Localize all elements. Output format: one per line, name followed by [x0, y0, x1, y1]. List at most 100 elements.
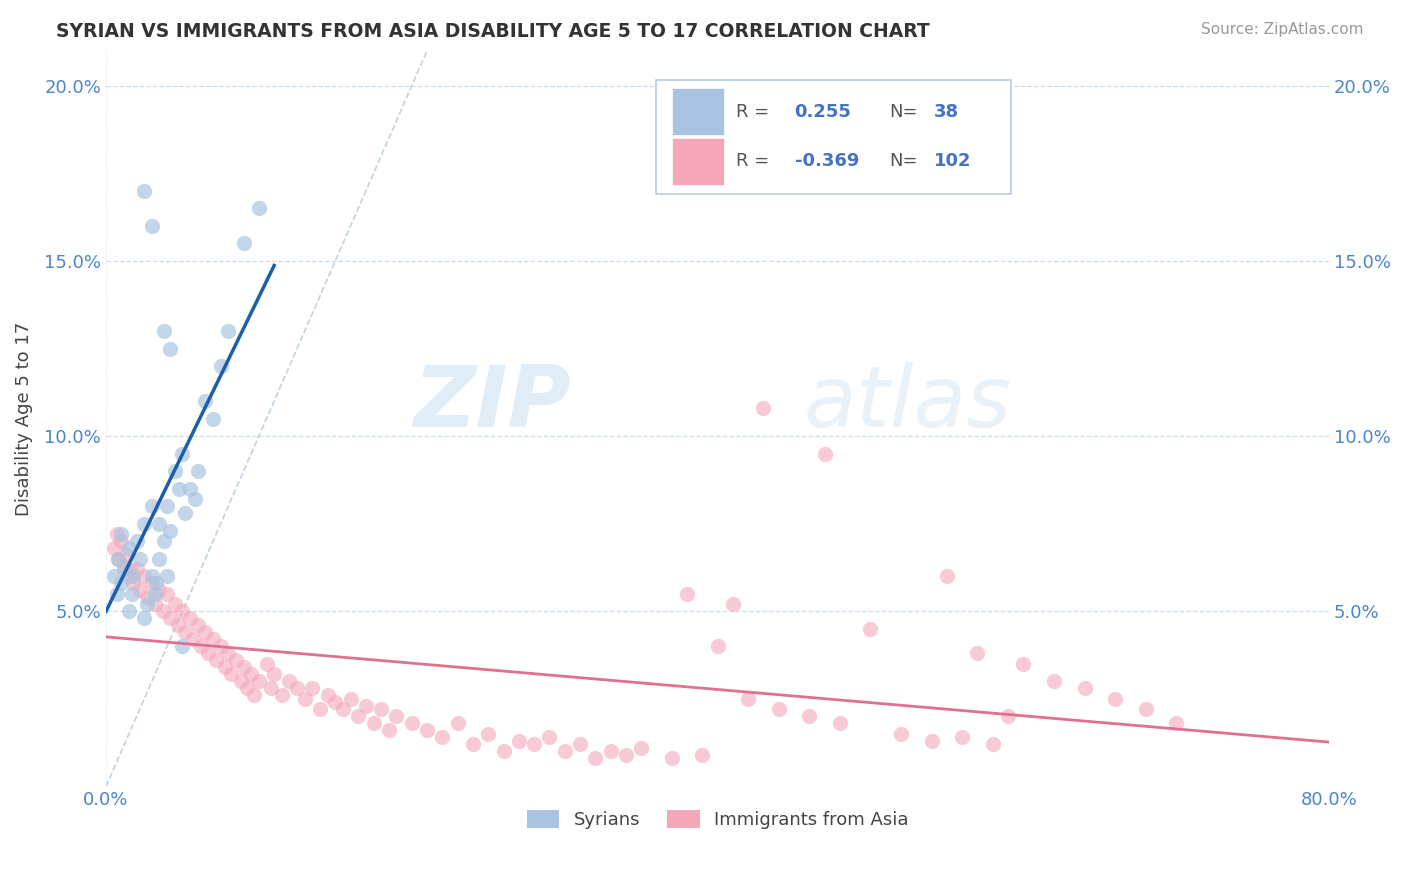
Point: [103, 569, 125, 583]
Point: [921, 734, 943, 748]
Point: [768, 702, 790, 716]
Point: [159, 611, 181, 625]
Point: [110, 534, 132, 549]
Point: [323, 695, 346, 709]
Point: [706, 640, 728, 654]
Point: [737, 692, 759, 706]
Point: [136, 597, 159, 611]
Point: [477, 727, 499, 741]
Point: [118, 604, 141, 618]
Point: [141, 219, 163, 233]
Point: [247, 674, 270, 689]
Point: [166, 618, 188, 632]
Point: [197, 646, 219, 660]
Point: [187, 618, 209, 632]
Point: [217, 646, 239, 660]
Point: [966, 646, 988, 660]
Point: [148, 551, 170, 566]
Point: [981, 738, 1004, 752]
Y-axis label: Disability Age 5 to 17: Disability Age 5 to 17: [15, 321, 32, 516]
Point: [661, 751, 683, 765]
Point: [172, 447, 194, 461]
Point: [508, 734, 530, 748]
Point: [194, 394, 217, 409]
Point: [156, 569, 179, 583]
Point: [339, 692, 361, 706]
Text: Source: ZipAtlas.com: Source: ZipAtlas.com: [1201, 22, 1364, 37]
Point: [492, 744, 515, 758]
Point: [828, 716, 851, 731]
Point: [120, 562, 142, 576]
Point: [229, 674, 252, 689]
Point: [205, 653, 228, 667]
Text: R =: R =: [735, 103, 769, 120]
FancyBboxPatch shape: [672, 88, 724, 136]
Point: [143, 587, 166, 601]
Point: [209, 640, 232, 654]
Point: [134, 184, 156, 198]
Point: [148, 516, 170, 531]
Point: [1135, 702, 1157, 716]
Point: [134, 611, 156, 625]
Point: [172, 604, 194, 618]
Text: -0.369: -0.369: [794, 152, 859, 170]
Point: [523, 738, 546, 752]
Point: [169, 482, 191, 496]
Point: [105, 527, 128, 541]
Point: [152, 604, 174, 618]
Point: [103, 541, 125, 556]
Point: [240, 667, 263, 681]
Point: [270, 689, 292, 703]
Point: [156, 587, 179, 601]
Point: [159, 342, 181, 356]
Text: atlas: atlas: [803, 362, 1011, 445]
Point: [316, 689, 339, 703]
FancyBboxPatch shape: [657, 80, 1011, 194]
Point: [568, 738, 591, 752]
Point: [247, 202, 270, 216]
Point: [935, 569, 957, 583]
Point: [194, 625, 217, 640]
Point: [148, 583, 170, 598]
Point: [294, 692, 316, 706]
Point: [285, 681, 308, 696]
Point: [118, 541, 141, 556]
Point: [153, 534, 176, 549]
Point: [890, 727, 912, 741]
Point: [107, 551, 129, 566]
Point: [187, 464, 209, 478]
Point: [997, 709, 1019, 723]
Point: [107, 551, 129, 566]
Point: [179, 611, 201, 625]
Text: ZIP: ZIP: [413, 362, 571, 445]
Text: N=: N=: [889, 103, 917, 120]
Point: [105, 587, 128, 601]
Point: [950, 731, 973, 745]
Text: R =: R =: [735, 152, 769, 170]
Point: [1043, 674, 1066, 689]
Point: [174, 506, 197, 520]
Point: [332, 702, 354, 716]
Point: [153, 324, 176, 338]
FancyBboxPatch shape: [672, 137, 724, 185]
Point: [156, 499, 179, 513]
Point: [134, 516, 156, 531]
Point: [145, 576, 167, 591]
Point: [128, 551, 150, 566]
Point: [136, 591, 159, 605]
Point: [721, 597, 744, 611]
Point: [416, 723, 439, 738]
Point: [201, 632, 224, 647]
Point: [172, 640, 194, 654]
Point: [385, 709, 408, 723]
Point: [599, 744, 621, 758]
Point: [278, 674, 301, 689]
Point: [461, 738, 484, 752]
Point: [630, 740, 652, 755]
Point: [209, 359, 232, 373]
Point: [163, 464, 186, 478]
Point: [181, 632, 204, 647]
Legend: Syrians, Immigrants from Asia: Syrians, Immigrants from Asia: [519, 803, 915, 837]
Point: [121, 587, 143, 601]
Point: [370, 702, 392, 716]
